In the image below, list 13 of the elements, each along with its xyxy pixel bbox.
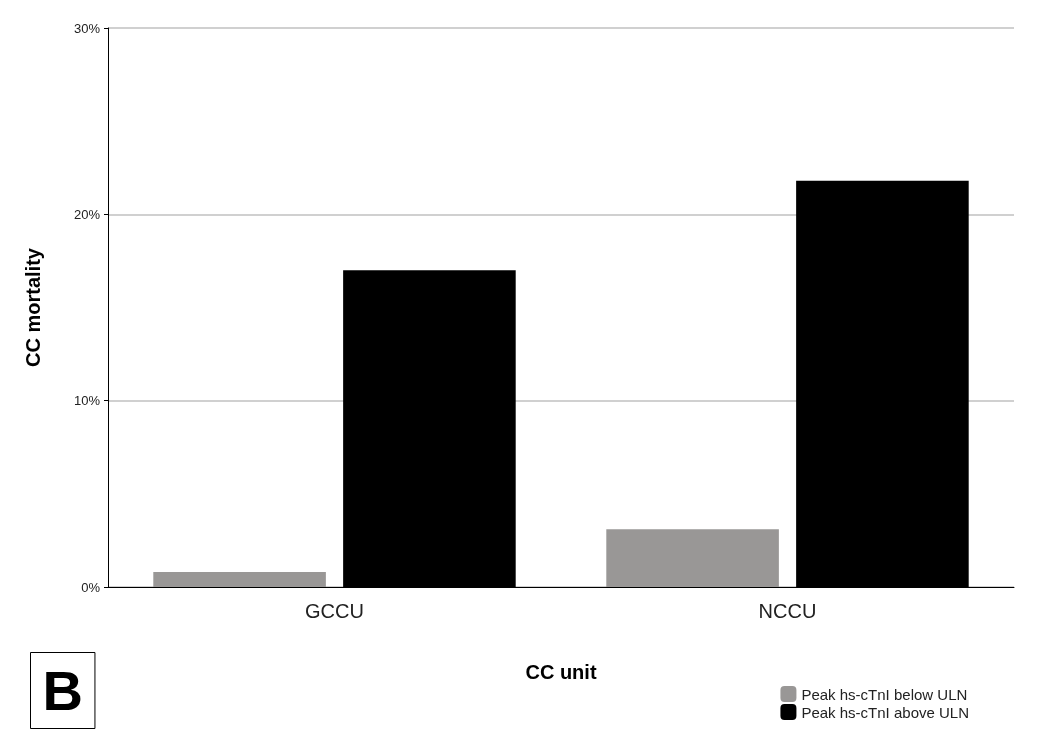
x-axis-title: CC unit	[525, 661, 597, 683]
bar	[606, 529, 779, 587]
x-tick-label: NCCU	[758, 600, 817, 622]
bar	[153, 572, 326, 587]
y-tick-label: 20%	[73, 206, 101, 222]
y-tick-label: 10%	[73, 393, 101, 409]
y-axis-title: CC mortality	[22, 247, 44, 367]
text: B	[42, 659, 83, 722]
y-tick-label: 0%	[81, 579, 101, 595]
y-tick-label: 30%	[73, 20, 101, 36]
legend-label: Peak hs-cTnI below ULN	[801, 685, 968, 703]
legend-label: Peak hs-cTnI above ULN	[801, 703, 969, 721]
x-tick-label: GCCU	[305, 600, 364, 622]
